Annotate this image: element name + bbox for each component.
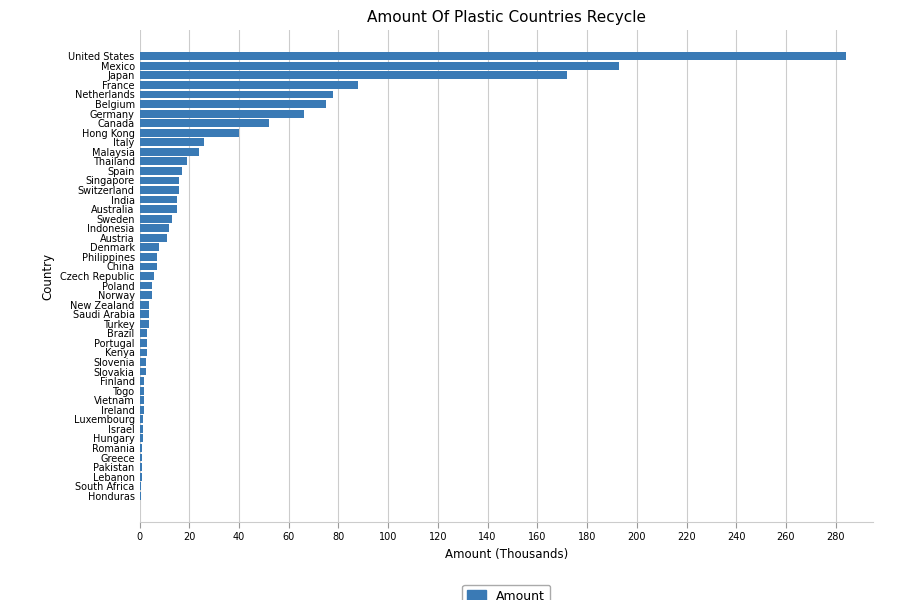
Bar xyxy=(140,272,155,280)
Bar xyxy=(140,396,145,404)
Bar xyxy=(140,454,142,461)
Bar xyxy=(140,148,199,156)
Bar xyxy=(140,71,567,79)
Bar xyxy=(140,281,152,289)
Bar xyxy=(140,301,149,308)
Bar xyxy=(140,91,333,98)
Bar xyxy=(140,473,142,481)
Bar xyxy=(140,234,166,242)
Bar xyxy=(140,329,147,337)
Bar xyxy=(140,224,169,232)
Bar xyxy=(140,157,186,165)
Bar xyxy=(140,377,145,385)
Bar xyxy=(140,139,204,146)
Bar xyxy=(140,205,176,213)
Bar xyxy=(140,119,269,127)
Bar xyxy=(140,263,157,271)
Bar xyxy=(140,310,149,318)
Bar xyxy=(140,62,619,70)
Y-axis label: Country: Country xyxy=(41,253,55,299)
Bar xyxy=(140,349,147,356)
Bar xyxy=(140,444,142,452)
Bar xyxy=(140,81,358,89)
Bar xyxy=(140,415,143,423)
Bar xyxy=(140,482,141,490)
Bar xyxy=(140,176,179,184)
Bar xyxy=(140,110,303,118)
Bar xyxy=(140,358,146,366)
Bar xyxy=(140,215,172,223)
Bar xyxy=(140,100,326,108)
Bar xyxy=(140,167,182,175)
Bar xyxy=(140,244,159,251)
Bar xyxy=(140,434,143,442)
Bar xyxy=(140,253,157,261)
Bar xyxy=(140,463,142,471)
Bar xyxy=(140,196,176,203)
Bar xyxy=(140,320,149,328)
Legend: Amount: Amount xyxy=(463,585,550,600)
Bar xyxy=(140,129,239,137)
Title: Amount Of Plastic Countries Recycle: Amount Of Plastic Countries Recycle xyxy=(367,10,646,25)
Bar xyxy=(140,291,152,299)
Bar xyxy=(140,52,846,60)
Bar xyxy=(140,186,179,194)
X-axis label: Amount (Thousands): Amount (Thousands) xyxy=(445,548,568,561)
Bar xyxy=(140,387,145,395)
Bar xyxy=(140,425,143,433)
Bar xyxy=(140,406,144,413)
Bar xyxy=(140,339,147,347)
Bar xyxy=(140,368,146,376)
